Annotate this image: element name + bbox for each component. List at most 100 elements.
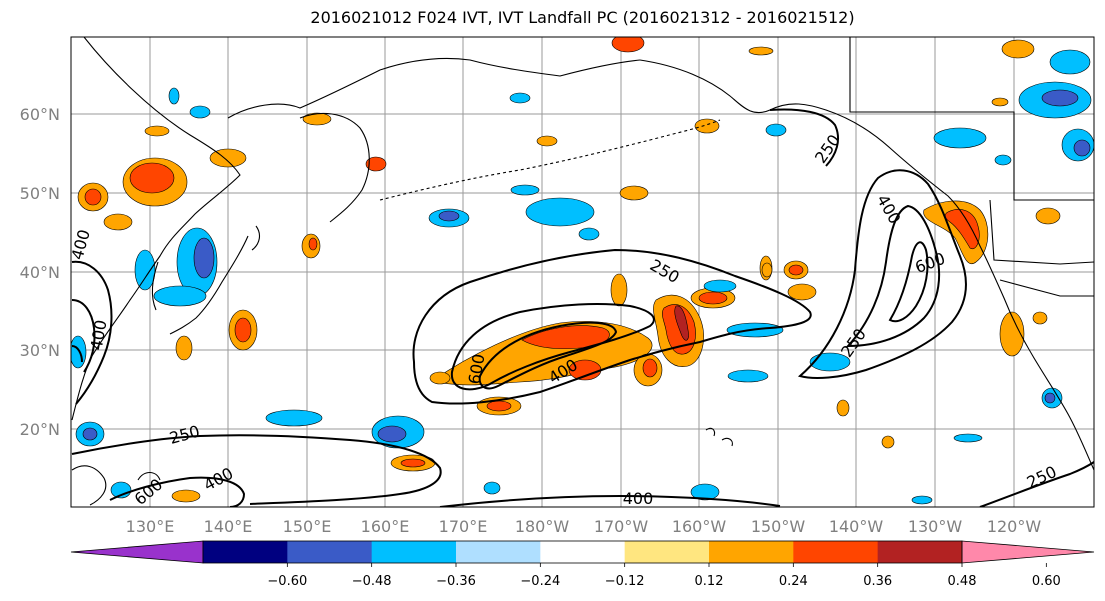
latitude-label: 20°N xyxy=(20,420,60,439)
negative-anomaly-area xyxy=(933,127,987,149)
positive-anomaly-area xyxy=(694,118,720,134)
negative-anomaly-area xyxy=(727,369,769,383)
colorbar-tick-label: −0.60 xyxy=(267,574,307,589)
positive-anomaly-area xyxy=(175,335,193,361)
colorbar-tick-labels: −0.60 −0.48 −0.36 −0.24 −0.12 0.12 0.24 0.36 0.4… xyxy=(267,563,1061,589)
colorbar-segment xyxy=(371,541,457,563)
positive-anomaly-area xyxy=(365,156,387,172)
colorbar-segment xyxy=(203,541,288,563)
negative-anomaly-area xyxy=(189,105,211,119)
negative-anomaly-area xyxy=(690,483,720,501)
negative-anomaly-area xyxy=(1073,139,1091,157)
positive-anomaly-area xyxy=(171,489,201,503)
longitude-label: 140°W xyxy=(829,517,884,536)
colorbar-segment xyxy=(709,541,794,563)
latitude-label: 60°N xyxy=(20,105,60,124)
colorbar-tick-label: −0.24 xyxy=(520,574,560,589)
positive-anomaly-area xyxy=(486,400,512,412)
negative-anomaly-area xyxy=(809,352,851,372)
positive-anomaly-area xyxy=(84,188,102,206)
ivt-contours xyxy=(71,108,1094,507)
longitude-label: 150°E xyxy=(283,517,332,536)
positive-anomaly-area xyxy=(748,46,774,56)
longitude-label: 160°W xyxy=(672,517,727,536)
colorbar-tick-label: −0.48 xyxy=(352,574,392,589)
negative-anomaly-area xyxy=(1041,89,1079,107)
positive-anomaly-area xyxy=(642,358,658,378)
plot-frame xyxy=(70,36,1095,508)
positive-anomaly-area xyxy=(761,262,773,278)
longitude-label: 130°E xyxy=(126,517,175,536)
colorbar-tick-label: 0.60 xyxy=(1032,574,1061,589)
negative-anomaly-area xyxy=(82,427,98,441)
negative-anomaly-area xyxy=(153,285,207,307)
positive-anomaly-area xyxy=(400,458,426,468)
colorbar-tick-label: 0.36 xyxy=(863,574,892,589)
latitude-label: 30°N xyxy=(20,341,60,360)
colorbar-tick-label: −0.36 xyxy=(436,574,476,589)
positive-anomaly-area xyxy=(144,125,170,137)
longitude-label: 170°E xyxy=(439,517,488,536)
colorbar-max-extension xyxy=(961,540,1095,564)
positive-anomaly-area xyxy=(302,112,332,126)
positive-anomaly-area xyxy=(836,399,850,417)
latitude-label: 40°N xyxy=(20,263,60,282)
positive-anomaly-area xyxy=(521,325,610,350)
negative-anomaly-area xyxy=(765,123,787,137)
positive-anomaly-area xyxy=(881,435,895,449)
positive-anomaly-area xyxy=(536,135,558,147)
positive-anomaly-area xyxy=(1035,207,1061,225)
negative-anomaly-area xyxy=(1044,392,1056,404)
longitude-label: 160°E xyxy=(361,517,410,536)
longitude-label: 120°W xyxy=(987,517,1042,536)
negative-anomaly-area xyxy=(168,87,180,105)
negative-anomaly-area xyxy=(911,495,933,505)
negative-anomaly-area xyxy=(483,481,501,495)
negative-anomaly-area xyxy=(193,237,215,279)
negative-anomaly-area xyxy=(1049,49,1091,75)
latitude-labels: 60°N 50°N 40°N 30°N 20°N xyxy=(20,105,60,439)
colorbar-tick-label: −0.12 xyxy=(605,574,645,589)
latitude-label: 50°N xyxy=(20,184,60,203)
colorbar xyxy=(70,540,1095,564)
colorbar-segment xyxy=(287,541,373,563)
positive-anomaly-area xyxy=(1001,39,1035,59)
colorbar-tick-label: 0.24 xyxy=(779,574,808,589)
colorbar-tick-label: 0.12 xyxy=(695,574,724,589)
colorbar-min-extension xyxy=(70,540,204,564)
colorbar-segment xyxy=(624,541,710,563)
negative-anomaly-area xyxy=(525,197,595,227)
colorbar-tick-label: 0.48 xyxy=(948,574,977,589)
positive-anomaly-area xyxy=(1032,311,1048,325)
negative-anomaly-area xyxy=(265,409,323,427)
colorbar-segment xyxy=(540,541,626,563)
positive-anomaly-area xyxy=(787,283,817,301)
longitude-label: 140°E xyxy=(204,517,253,536)
map-title: 2016021012 F024 IVT, IVT Landfall PC (20… xyxy=(310,8,855,27)
negative-anomaly-area xyxy=(71,335,87,369)
negative-anomaly-area xyxy=(994,154,1012,166)
negative-anomaly-area xyxy=(377,425,407,443)
positive-anomaly-area xyxy=(991,97,1009,107)
positive-anomaly-area xyxy=(103,213,133,231)
positive-anomaly-area xyxy=(662,304,696,355)
positive-anomaly-area xyxy=(999,311,1025,357)
positive-anomaly-area xyxy=(698,291,728,305)
longitude-label: 180°W xyxy=(515,517,570,536)
contour-label: 400 xyxy=(623,489,654,508)
positive-anomaly-area xyxy=(610,273,628,307)
colorbar-frame xyxy=(202,540,963,564)
positive-anomaly-area xyxy=(234,317,252,343)
positive-anomaly-area xyxy=(674,305,689,341)
longitude-label: 150°W xyxy=(751,517,806,536)
positive-anomaly-area xyxy=(129,162,175,194)
negative-anomaly-area xyxy=(953,433,983,443)
longitude-label: 170°W xyxy=(594,517,649,536)
positive-anomaly-area xyxy=(429,371,451,385)
negative-anomaly-area xyxy=(438,210,460,222)
negative-anomaly-area xyxy=(509,92,531,104)
pc-filled-contours xyxy=(71,37,1094,505)
negative-anomaly-area xyxy=(703,279,737,293)
colorbar-segment xyxy=(456,541,541,563)
